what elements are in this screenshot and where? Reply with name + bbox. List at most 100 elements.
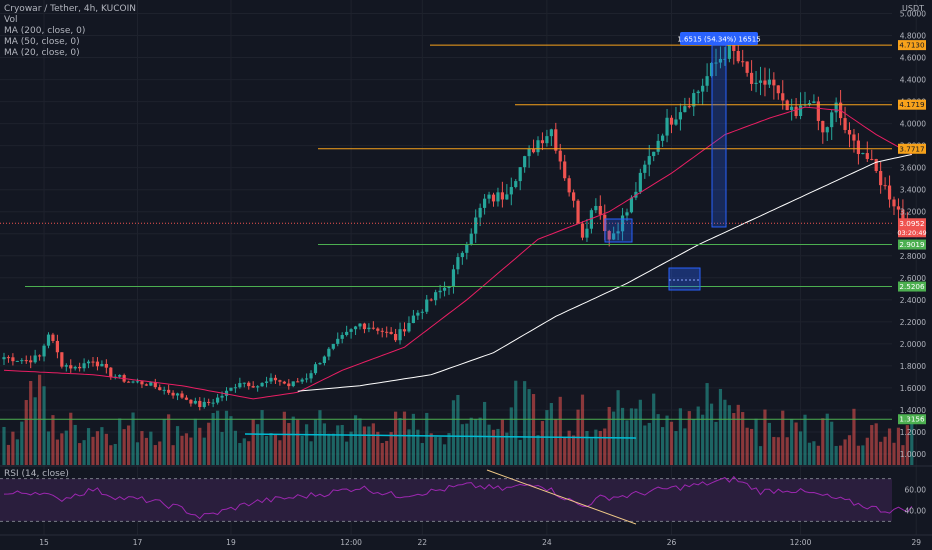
candle-body: [287, 383, 291, 387]
candle-body: [322, 356, 326, 364]
candle-body: [661, 135, 665, 141]
volume-bar: [349, 431, 353, 465]
volume-bar: [198, 427, 202, 465]
candle-body: [496, 192, 500, 202]
candle-body: [678, 112, 682, 120]
price-axis-label: 1.0000: [900, 450, 926, 459]
candle-body: [144, 384, 148, 386]
volume-bar: [892, 442, 896, 465]
candle-body: [429, 299, 433, 301]
candle-body: [398, 329, 402, 341]
price-axis-label: 4.4000: [900, 76, 926, 85]
ma50-label: MA (50, close, 0): [4, 37, 80, 47]
candle-body: [224, 390, 229, 396]
candle-body: [394, 333, 398, 341]
price-marker-label: 1.3156: [899, 415, 925, 424]
candle-body: [331, 343, 335, 349]
candle-body: [563, 161, 567, 179]
candle-body: [264, 381, 269, 383]
volume-bar: [856, 445, 860, 465]
price-marker-badge: [898, 239, 926, 250]
volume-bar: [6, 444, 11, 465]
candle-body: [883, 185, 887, 187]
volume-bar: [794, 422, 798, 465]
volume-bar: [46, 431, 51, 465]
volume-bar: [701, 414, 705, 465]
candle-body: [385, 331, 389, 333]
volume-bar: [55, 439, 59, 465]
candle-body: [807, 103, 812, 105]
volume-bar: [652, 393, 656, 465]
candle-body: [282, 381, 286, 384]
volume-bar: [202, 437, 206, 465]
candle-body: [131, 381, 135, 383]
candle-body: [865, 153, 869, 159]
volume-bar: [741, 412, 745, 465]
candle-body: [718, 58, 723, 63]
measure-label: 1.6515 (54.34%) 16515: [677, 36, 760, 44]
candle-body: [776, 85, 780, 94]
candle-body: [20, 360, 24, 362]
candle-body: [118, 375, 122, 377]
volume-bar: [411, 413, 415, 465]
candle-body: [167, 389, 171, 393]
volume-bar: [438, 437, 442, 465]
candle-body: [238, 383, 242, 388]
volume-bar: [536, 435, 540, 465]
candle-body: [523, 156, 527, 168]
candle-body: [540, 140, 545, 144]
candle-body: [100, 363, 104, 367]
volume-bar: [367, 426, 371, 465]
volume-bar: [483, 401, 487, 465]
volume-bar: [816, 445, 820, 465]
volume-bar: [772, 436, 776, 465]
candle-body: [656, 140, 660, 152]
volume-bar: [238, 443, 242, 465]
candle-body: [193, 400, 197, 404]
candle-body: [313, 364, 318, 374]
candle-body: [269, 377, 273, 382]
candle-body: [207, 401, 211, 403]
candle-body: [349, 329, 353, 332]
price-axis-label: 3.4000: [900, 186, 926, 195]
candle-body: [589, 210, 593, 229]
candle-body: [785, 100, 789, 111]
price-axis-label: 1.6000: [900, 384, 926, 393]
candle-body: [847, 129, 852, 135]
candle-body: [216, 397, 220, 403]
volume-bar: [434, 436, 438, 465]
price-marker-badge: [898, 99, 926, 110]
volume-bar: [603, 428, 607, 465]
candle-body: [51, 334, 55, 341]
volume-bar: [331, 433, 335, 465]
price-marker-badge: [898, 40, 926, 51]
volume-bar: [474, 419, 478, 465]
candle-body: [861, 153, 865, 155]
volume-bar: [732, 413, 736, 465]
volume-bar: [313, 419, 318, 465]
candle-body: [687, 106, 691, 108]
candle-body: [367, 327, 371, 330]
volume-bar: [852, 408, 856, 465]
candle-body: [362, 323, 367, 330]
volume-bar: [51, 415, 55, 465]
price-marker-label: 3.7717: [899, 144, 924, 153]
candle-body: [460, 252, 464, 258]
volume-bar: [451, 400, 456, 465]
candle-body: [843, 118, 847, 130]
time-axis-label: 12:00: [340, 538, 362, 547]
volume-bar: [491, 429, 496, 465]
volume-bar: [763, 409, 767, 465]
volume-bar: [162, 418, 166, 465]
candle-body: [812, 101, 816, 104]
volume-bar: [189, 437, 193, 465]
volume-bar: [861, 445, 865, 465]
price-axis-label: 2.2000: [900, 318, 926, 327]
candle-body: [376, 328, 380, 331]
candle-body: [158, 387, 162, 391]
candle-body: [171, 392, 175, 396]
volume-bar: [2, 426, 6, 465]
candle-body: [353, 326, 358, 330]
